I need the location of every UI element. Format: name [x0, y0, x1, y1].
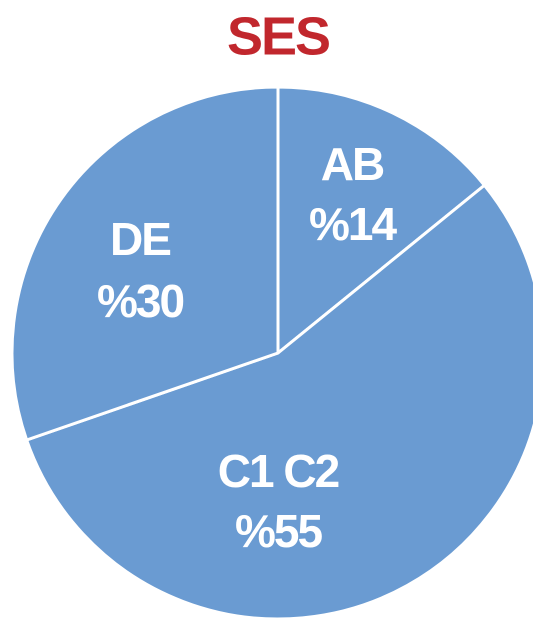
pie-slice	[276, 85, 486, 355]
slice-label: AB	[321, 138, 384, 190]
slice-value: %55	[235, 505, 322, 557]
pie-slice	[25, 183, 533, 620]
slice-value: %14	[309, 198, 397, 250]
slice-label: C1 C2	[218, 445, 339, 497]
slice-label: DE	[110, 213, 170, 265]
chart-title: SES	[227, 6, 329, 66]
slice-value: %30	[97, 275, 183, 327]
pie-slice	[10, 85, 280, 442]
